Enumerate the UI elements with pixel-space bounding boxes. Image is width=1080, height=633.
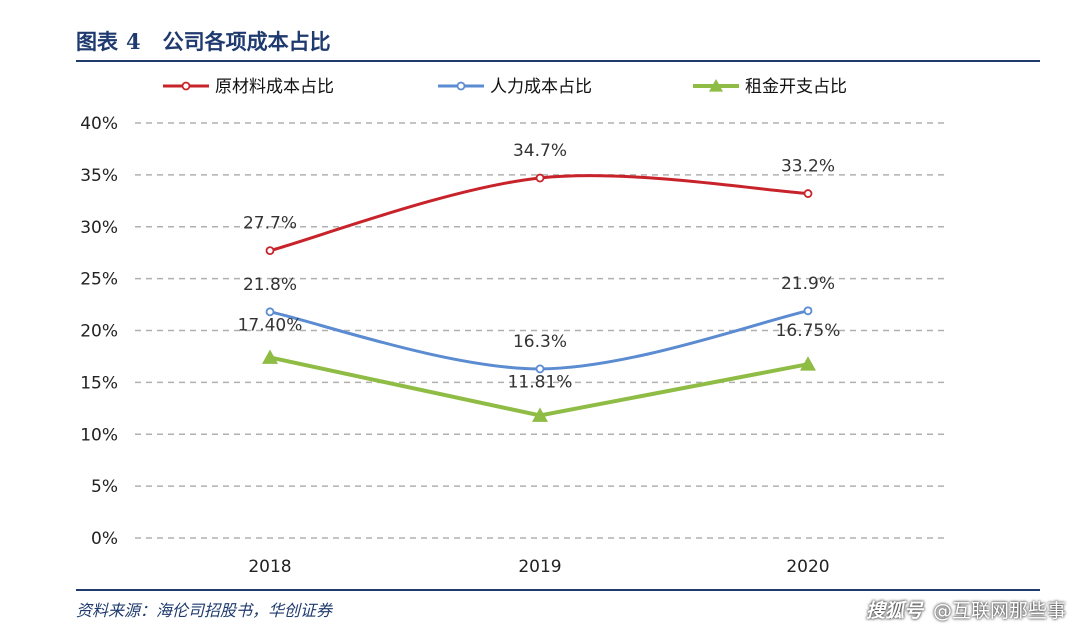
data-point-marker xyxy=(803,189,813,198)
source-note: 资料来源：海伦司招股书，华创证券 xyxy=(76,601,333,620)
data-label: 16.3% xyxy=(513,332,567,352)
legend-label: 人力成本占比 xyxy=(490,77,592,97)
data-label: 33.2% xyxy=(781,157,835,177)
y-axis-ticks: 0% 5% 10% 15% 20% 25% 30% 35% 40% xyxy=(80,114,118,549)
watermark-account: @互联网那些事 xyxy=(932,600,1066,622)
data-label: 21.8% xyxy=(243,275,297,295)
y-tick-label: 15% xyxy=(80,373,118,393)
data-label: 27.7% xyxy=(243,214,297,234)
x-axis-ticks: 2018 2019 2020 xyxy=(248,557,829,577)
legend-swatch-marker xyxy=(181,81,191,91)
x-tick-label: 2020 xyxy=(786,557,829,577)
data-label: 11.81% xyxy=(508,372,573,392)
data-label: 21.9% xyxy=(781,274,835,294)
legend: 原材料成本占比 人力成本占比 租金开支占比 xyxy=(163,77,847,97)
y-tick-label: 20% xyxy=(80,322,118,342)
series-line xyxy=(269,174,809,253)
y-tick-label: 0% xyxy=(91,529,118,549)
legend-label: 原材料成本占比 xyxy=(215,77,334,97)
gridlines xyxy=(135,122,945,539)
data-point-marker xyxy=(535,173,545,183)
data-point-marker xyxy=(532,407,548,422)
y-tick-label: 35% xyxy=(80,166,118,186)
data-labels: 27.7% 34.7% 33.2% 21.8% 16.3% 21.9% 17.40% 11.8… xyxy=(238,141,841,392)
sohu-logo-icon: 搜狐号 xyxy=(865,600,923,622)
y-tick-label: 5% xyxy=(91,477,118,497)
figure-title-text: 公司各项成本占比 xyxy=(162,29,331,54)
legend-label: 租金开支占比 xyxy=(745,77,847,97)
data-point-marker xyxy=(265,307,275,317)
data-point-marker xyxy=(262,349,278,364)
data-label: 16.75% xyxy=(776,321,841,341)
y-tick-label: 25% xyxy=(80,270,118,290)
bottom-rule xyxy=(76,589,1040,591)
y-tick-label: 30% xyxy=(80,218,118,238)
data-label: 17.40% xyxy=(238,315,303,335)
y-tick-label: 10% xyxy=(80,425,118,445)
y-tick-label: 40% xyxy=(80,114,118,134)
figure-label: 图表 xyxy=(76,29,118,54)
data-point-marker xyxy=(803,306,813,316)
figure-title: 图表 4 公司各项成本占比 xyxy=(76,26,331,56)
top-rule xyxy=(76,60,1040,62)
data-point-marker xyxy=(535,364,545,374)
series-group xyxy=(262,173,816,422)
data-label: 34.7% xyxy=(513,141,567,161)
figure-number: 4 xyxy=(126,29,141,54)
legend-swatch-marker xyxy=(709,79,723,92)
x-tick-label: 2018 xyxy=(248,557,291,577)
legend-swatch-marker xyxy=(456,81,466,91)
x-tick-label: 2019 xyxy=(518,557,561,577)
watermark: 搜狐号 @互联网那些事 xyxy=(866,596,1066,623)
data-point-marker xyxy=(265,246,275,256)
data-point-marker xyxy=(800,356,816,371)
